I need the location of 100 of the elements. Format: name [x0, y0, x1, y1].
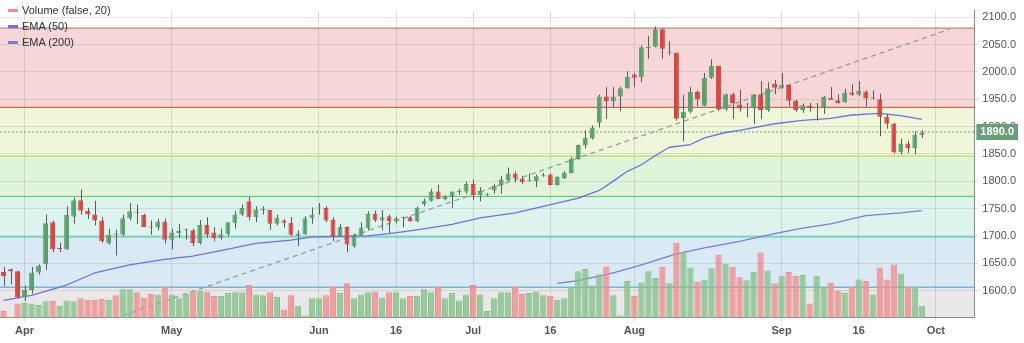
bar [799, 275, 806, 318]
x-tick-label: May [161, 324, 184, 337]
bar [91, 299, 98, 318]
bar [385, 292, 393, 318]
bar [561, 298, 568, 318]
bar [63, 300, 70, 318]
x-tick-label: 16 [389, 324, 403, 337]
candlestick [204, 216, 210, 239]
bar [806, 303, 813, 318]
y-tick-label: 2100.0 [982, 10, 1017, 23]
bar [210, 296, 217, 318]
bar [434, 287, 442, 318]
bar [785, 272, 792, 318]
candlestick [288, 216, 294, 237]
bar [827, 282, 834, 318]
bar [596, 274, 603, 318]
bar [736, 277, 743, 318]
y-tick-label: 2000.0 [982, 64, 1017, 77]
bar [645, 271, 652, 318]
y-tick-label: 1600.0 [982, 283, 1017, 296]
x-tick-label: Jul [465, 324, 482, 337]
bar [659, 266, 666, 318]
bar [84, 299, 91, 318]
bar [820, 287, 827, 318]
candlestick [267, 209, 273, 231]
bar [687, 267, 694, 318]
bar [876, 267, 883, 318]
candlestick [78, 188, 84, 215]
candlestick [765, 81, 771, 113]
bar [778, 275, 785, 318]
bar [841, 293, 848, 318]
bar [231, 292, 238, 318]
bar [266, 292, 274, 318]
bar [575, 271, 582, 318]
bar [70, 301, 77, 318]
candlestick [29, 266, 34, 295]
bar [890, 264, 897, 318]
bar [526, 293, 533, 318]
candlestick [169, 228, 175, 250]
candlestick [99, 216, 105, 244]
candlestick [197, 219, 203, 246]
bar [343, 283, 351, 318]
bar [126, 289, 133, 318]
bar [547, 296, 554, 318]
candlestick [688, 86, 693, 114]
bar [42, 301, 49, 318]
y-tick-label: 1650.0 [982, 256, 1017, 269]
bar [49, 300, 56, 318]
bar [245, 284, 252, 318]
candlestick [610, 86, 616, 109]
bar [498, 292, 505, 318]
candlestick [617, 86, 623, 112]
bar [764, 270, 771, 318]
candlestick [821, 95, 827, 115]
candlestick [681, 94, 686, 142]
bar [406, 296, 414, 318]
bar [512, 287, 519, 318]
bar [133, 292, 140, 318]
bar [14, 303, 21, 318]
bar [105, 299, 112, 318]
bar [582, 269, 589, 318]
bar [610, 295, 617, 318]
bar [652, 278, 659, 318]
bar [77, 298, 84, 318]
bar [491, 298, 498, 318]
bar [771, 283, 778, 318]
candlestick [302, 215, 308, 236]
bar [505, 292, 512, 318]
candlestick [659, 27, 665, 60]
bar [855, 279, 862, 318]
legend-label: Volume (false, 20) [22, 3, 111, 18]
bar [112, 295, 119, 318]
legend-label: EMA (200) [22, 35, 74, 50]
bar [750, 272, 757, 318]
bar [743, 280, 750, 318]
bar [217, 296, 224, 318]
x-tick-label: Jun [309, 324, 329, 337]
y-tick-label: 1950.0 [982, 92, 1017, 105]
candlestick [751, 93, 756, 125]
bar [631, 296, 638, 318]
bar [862, 281, 869, 318]
bar [98, 299, 105, 318]
bar [175, 298, 182, 318]
y-tick-label: 1850.0 [982, 146, 1017, 159]
x-tick-label: Apr [15, 324, 35, 337]
bar [911, 287, 918, 318]
bar [792, 275, 799, 318]
bar [589, 285, 596, 318]
bar [722, 263, 729, 318]
bar [813, 275, 820, 318]
bar [729, 266, 736, 318]
bar [603, 266, 610, 318]
ref-line-label: 1890.0 [980, 124, 1015, 137]
y-tick-label: 1750.0 [982, 201, 1017, 214]
x-tick-label: Aug [623, 324, 646, 337]
x-tick-label: 16 [544, 324, 557, 337]
bar [568, 287, 575, 318]
candlestick [582, 129, 588, 149]
candlestick [15, 270, 20, 300]
legend-label: EMA (50) [22, 19, 68, 34]
